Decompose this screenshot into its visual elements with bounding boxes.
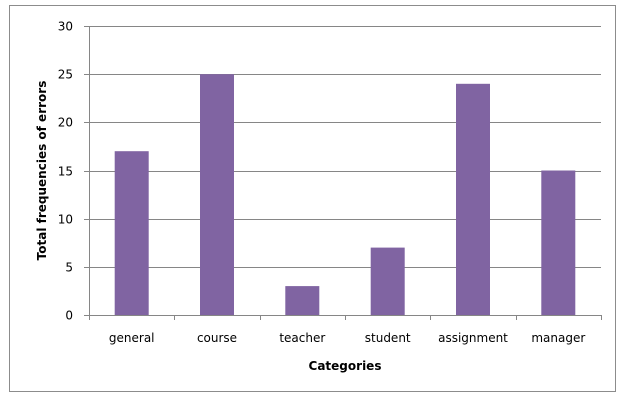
x-tick-label: manager <box>531 331 585 345</box>
bar-student <box>370 247 405 315</box>
y-tick-label: 25 <box>58 68 73 82</box>
x-tick-label: general <box>109 331 155 345</box>
chart-area <box>9 5 616 392</box>
gridlines <box>84 26 601 316</box>
bar-manager <box>541 170 576 315</box>
x-tick-label: course <box>197 331 237 345</box>
bar-course <box>200 74 234 315</box>
x-tick-label: assignment <box>438 331 508 345</box>
axes <box>89 26 602 320</box>
y-tick-label: 20 <box>58 116 73 130</box>
bar-general <box>114 151 149 315</box>
x-tick-label: teacher <box>279 331 325 345</box>
y-tick-label: 30 <box>58 20 73 34</box>
y-tick-label: 0 <box>65 309 73 323</box>
x-tick-labels: general course teacher student assignment man… <box>109 331 585 345</box>
bars <box>114 74 576 315</box>
x-axis-title: Categories <box>309 359 382 373</box>
x-tick-label: student <box>365 331 411 345</box>
y-axis-title: Total frequencies of errors <box>35 81 49 261</box>
bar-teacher <box>285 286 320 315</box>
y-tick-label: 5 <box>65 261 73 275</box>
y-tick-label: 10 <box>58 213 73 227</box>
y-tick-labels: 0 5 10 15 20 25 30 <box>58 20 73 323</box>
bar-assignment <box>456 83 490 315</box>
y-tick-label: 15 <box>58 165 73 179</box>
